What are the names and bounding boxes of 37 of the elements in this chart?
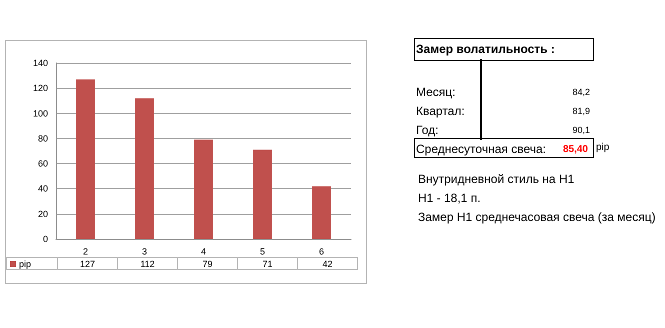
text: Среднесуточная свеча: <box>416 142 546 156</box>
x-tick-label: 3 <box>142 246 148 256</box>
y-tick-label: 40 <box>38 184 48 194</box>
bar <box>194 140 213 239</box>
text: Замер H1 среднечасовая свеча (за месяц) <box>418 210 656 224</box>
data-label: 127 <box>58 258 118 270</box>
text: Внутридневной стиль на H1 <box>418 172 574 186</box>
text: Месяц: <box>416 85 456 99</box>
bar <box>312 186 331 239</box>
x-tick-label: 2 <box>82 246 88 256</box>
x-tick-label: 5 <box>260 246 266 256</box>
text: Квартал: <box>416 104 465 118</box>
text: Замер волатильность : <box>416 42 555 56</box>
y-tick-label: 0 <box>42 234 48 244</box>
legend-label: pip <box>6 258 58 270</box>
y-tick-label: 100 <box>32 108 48 118</box>
text: Год: <box>416 123 438 137</box>
data-label: 42 <box>298 258 358 270</box>
text: 85,40 <box>562 144 588 155</box>
data-label: 79 <box>178 258 238 270</box>
data-label: 112 <box>118 258 178 270</box>
text: 90,1 <box>572 125 590 135</box>
y-tick-label: 60 <box>38 158 48 169</box>
text: 81,9 <box>572 106 590 116</box>
bar <box>135 98 154 239</box>
y-tick-label: 20 <box>38 208 48 219</box>
bar <box>76 79 95 239</box>
y-tick-label: 120 <box>32 83 48 94</box>
text: 84,2 <box>572 87 590 97</box>
x-tick-label: 6 <box>318 246 324 256</box>
bar <box>253 150 272 239</box>
y-tick-label: 140 <box>32 58 48 68</box>
x-tick-label: 4 <box>200 246 206 256</box>
text: pip <box>596 142 610 153</box>
text: H1 - 18,1 п. <box>418 191 481 205</box>
y-tick-label: 80 <box>38 133 48 144</box>
data-label: 71 <box>238 258 298 270</box>
